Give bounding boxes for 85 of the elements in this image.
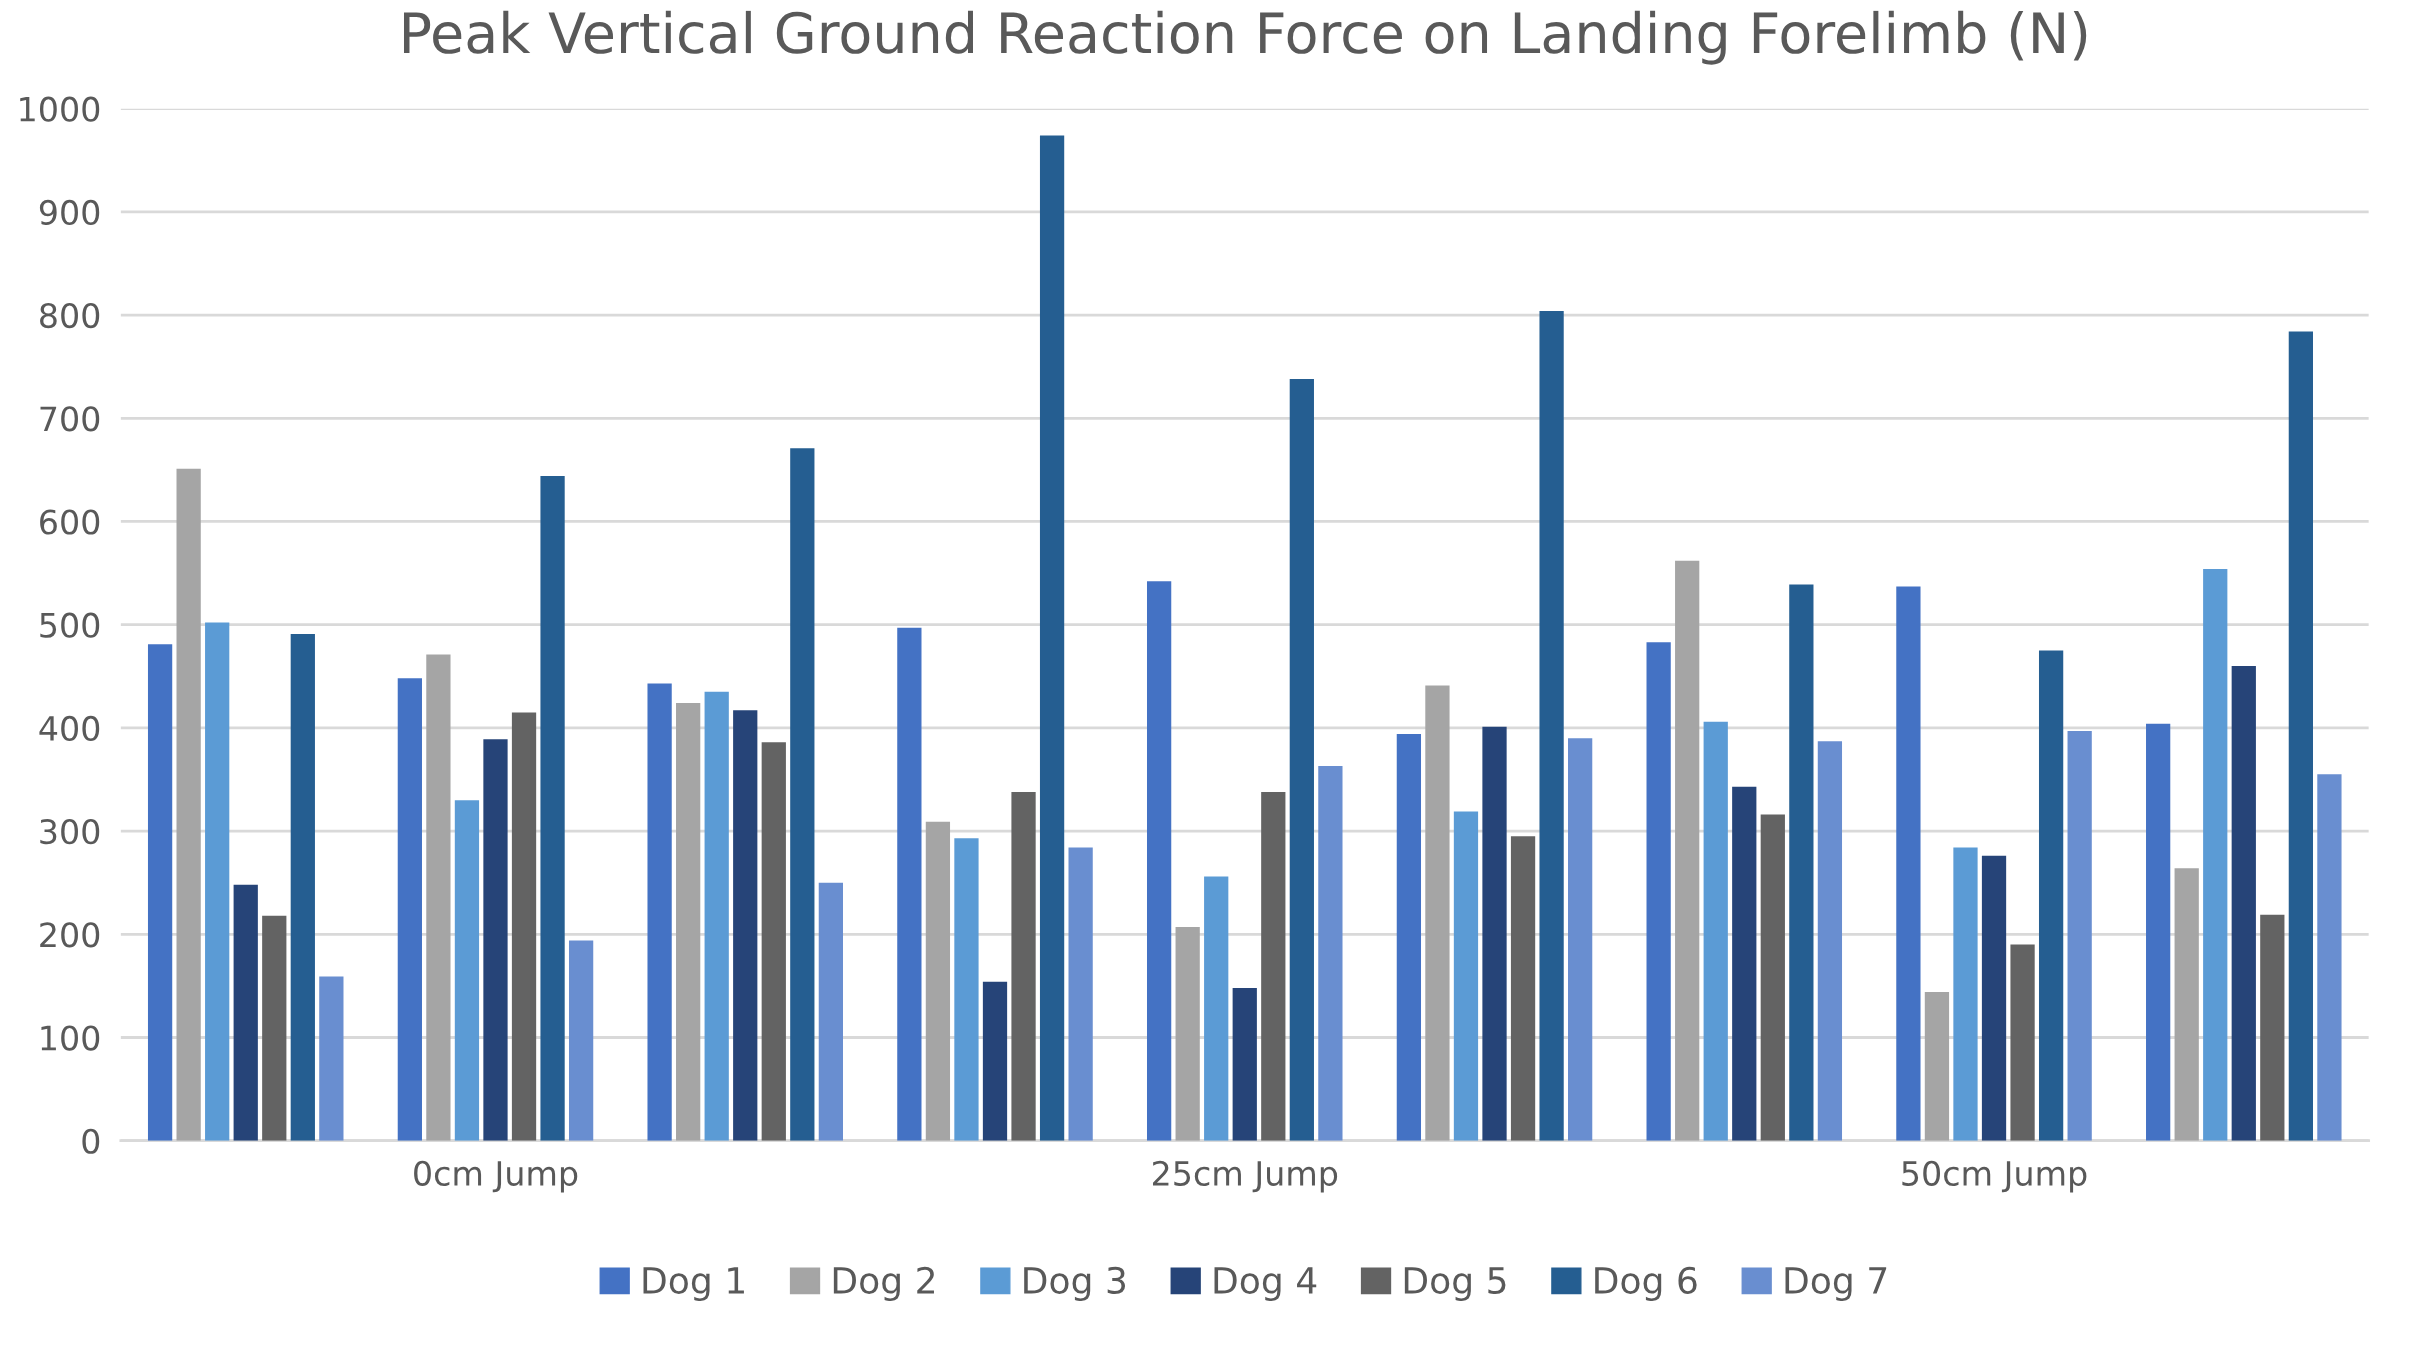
bar [568, 940, 594, 1141]
legend-label: Dog 5 [1404, 1267, 1506, 1302]
bar [1924, 992, 1950, 1141]
bar [233, 884, 258, 1141]
bar [1175, 927, 1200, 1141]
x-tick-label: 50cm Jump [1902, 1160, 2087, 1193]
bar [790, 448, 815, 1141]
y-tick-label: 900 [39, 199, 100, 225]
bar [1539, 310, 1564, 1141]
bar [676, 703, 701, 1141]
bar [1568, 738, 1593, 1141]
bar [1510, 836, 1536, 1141]
bar [1318, 766, 1343, 1141]
x-tick-label: 0cm Jump [414, 1160, 578, 1193]
legend-label: Dog 7 [1785, 1267, 1887, 1302]
bar [2317, 774, 2342, 1141]
bar [426, 654, 451, 1141]
bar [1953, 847, 1978, 1141]
bar [1675, 560, 1700, 1141]
y-tick-label: 400 [39, 715, 100, 742]
bar [1232, 987, 1257, 1141]
chart-title: Peak Vertical Ground Reaction Force on Landing Forelimb (N) [404, 10, 2087, 65]
legend-label: Dog 6 [1595, 1266, 1697, 1302]
bar [2067, 730, 2092, 1141]
bar [397, 678, 422, 1141]
bar [2146, 723, 2171, 1141]
bar [897, 627, 922, 1141]
bar [704, 691, 729, 1141]
bar [176, 468, 201, 1141]
bar [647, 683, 672, 1141]
y-tick-label: 100 [41, 1025, 100, 1051]
bar [205, 622, 230, 1141]
y-tick-label: 600 [40, 509, 100, 535]
bar [1425, 685, 1450, 1141]
bar [1981, 855, 2007, 1141]
bar [1482, 726, 1507, 1141]
legend-label: Dog 3 [1024, 1266, 1126, 1302]
bar [1703, 721, 1728, 1141]
bar [319, 976, 344, 1141]
y-tick-label: 1000 [20, 96, 100, 122]
bar [454, 800, 480, 1141]
y-tick-label: 200 [40, 922, 100, 948]
bar [1068, 847, 1093, 1141]
bar [2231, 665, 2256, 1141]
legend-label: Dog 1 [643, 1267, 744, 1302]
bar [1011, 791, 1036, 1141]
bar [1396, 734, 1422, 1141]
bar [290, 633, 315, 1141]
bar [511, 712, 537, 1141]
bar [954, 838, 979, 1141]
bar [2174, 868, 2199, 1141]
bar [1204, 876, 1229, 1141]
bar [1289, 379, 1314, 1141]
bar [1453, 811, 1479, 1141]
y-tick-label: 700 [40, 406, 100, 432]
bar [1146, 581, 1172, 1141]
bar [761, 742, 786, 1141]
y-tick-label: 500 [40, 612, 100, 638]
legend-label: Dog 2 [833, 1266, 934, 1302]
legend-label: Dog 4 [1214, 1267, 1317, 1302]
bar [2010, 944, 2035, 1141]
bar [925, 821, 951, 1141]
y-tick-label: 800 [40, 302, 100, 329]
bar [2260, 914, 2285, 1141]
bar [147, 644, 173, 1141]
bar [1817, 741, 1843, 1141]
bar [982, 981, 1008, 1141]
y-tick-label: 300 [40, 819, 100, 845]
bar [483, 739, 508, 1141]
y-tick-label: 0 [82, 1128, 100, 1154]
bar [2038, 650, 2064, 1141]
bar [1760, 814, 1785, 1141]
bar [1896, 586, 1921, 1141]
bar [262, 915, 287, 1141]
bar [733, 710, 758, 1141]
bar [1261, 791, 1286, 1141]
bar [2203, 568, 2228, 1141]
bar [1789, 584, 1814, 1141]
bar [540, 476, 565, 1141]
bar [2288, 331, 2313, 1141]
bar [1646, 642, 1671, 1141]
bar [1039, 135, 1065, 1141]
bar [818, 882, 843, 1141]
x-tick-label: 25cm Jump [1153, 1160, 1338, 1193]
bar [1732, 786, 1757, 1141]
